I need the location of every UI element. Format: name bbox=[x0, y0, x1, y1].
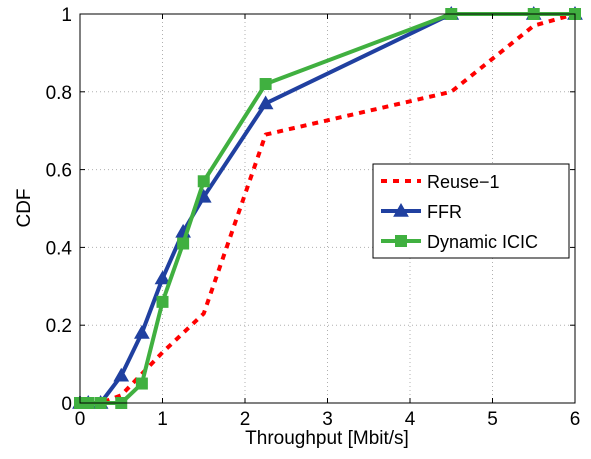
x-tick-label: 3 bbox=[322, 409, 333, 430]
legend-label: Dynamic ICIC bbox=[427, 232, 538, 252]
x-tick-label: 4 bbox=[405, 409, 416, 430]
ticks: 0 1 2 3 4 5 6 0 0.2 0.4 0.6 0.8 1 bbox=[46, 5, 581, 430]
legend: Reuse−1 FFR Dynamic ICIC bbox=[372, 163, 570, 259]
legend-item: Dynamic ICIC bbox=[381, 232, 538, 252]
y-tick-label: 0 bbox=[61, 394, 72, 415]
series-reuse-1 bbox=[80, 12, 576, 405]
legend-label: Reuse−1 bbox=[427, 172, 500, 192]
triangle-marker bbox=[257, 95, 274, 110]
series-line bbox=[80, 12, 576, 405]
triangle-marker bbox=[113, 367, 130, 382]
triangle-marker bbox=[154, 270, 171, 285]
square-marker bbox=[156, 295, 169, 308]
x-tick-label: 6 bbox=[570, 409, 581, 430]
y-tick-label: 0.4 bbox=[46, 238, 73, 259]
square-marker bbox=[259, 78, 272, 91]
triangle-marker bbox=[393, 202, 409, 217]
square-marker bbox=[395, 235, 407, 247]
square-marker bbox=[135, 377, 148, 390]
x-tick-label: 2 bbox=[240, 409, 251, 430]
x-tick-label: 5 bbox=[487, 409, 498, 430]
y-tick-label: 1 bbox=[61, 5, 72, 26]
legend-item: Reuse−1 bbox=[381, 172, 500, 192]
legend-item: FFR bbox=[381, 202, 462, 222]
y-tick-label: 0.8 bbox=[46, 83, 72, 104]
y-tick-label: 0.6 bbox=[46, 161, 72, 182]
legend-label: FFR bbox=[427, 202, 462, 222]
x-tick-label: 0 bbox=[75, 409, 86, 430]
square-marker bbox=[177, 237, 190, 250]
x-tick-label: 1 bbox=[157, 409, 168, 430]
square-marker bbox=[197, 175, 210, 188]
x-axis-label: Throughput [Mbit/s] bbox=[245, 428, 409, 449]
y-axis-label: CDF bbox=[14, 188, 35, 227]
triangle-marker bbox=[134, 324, 150, 339]
y-tick-label: 0.2 bbox=[46, 316, 72, 337]
